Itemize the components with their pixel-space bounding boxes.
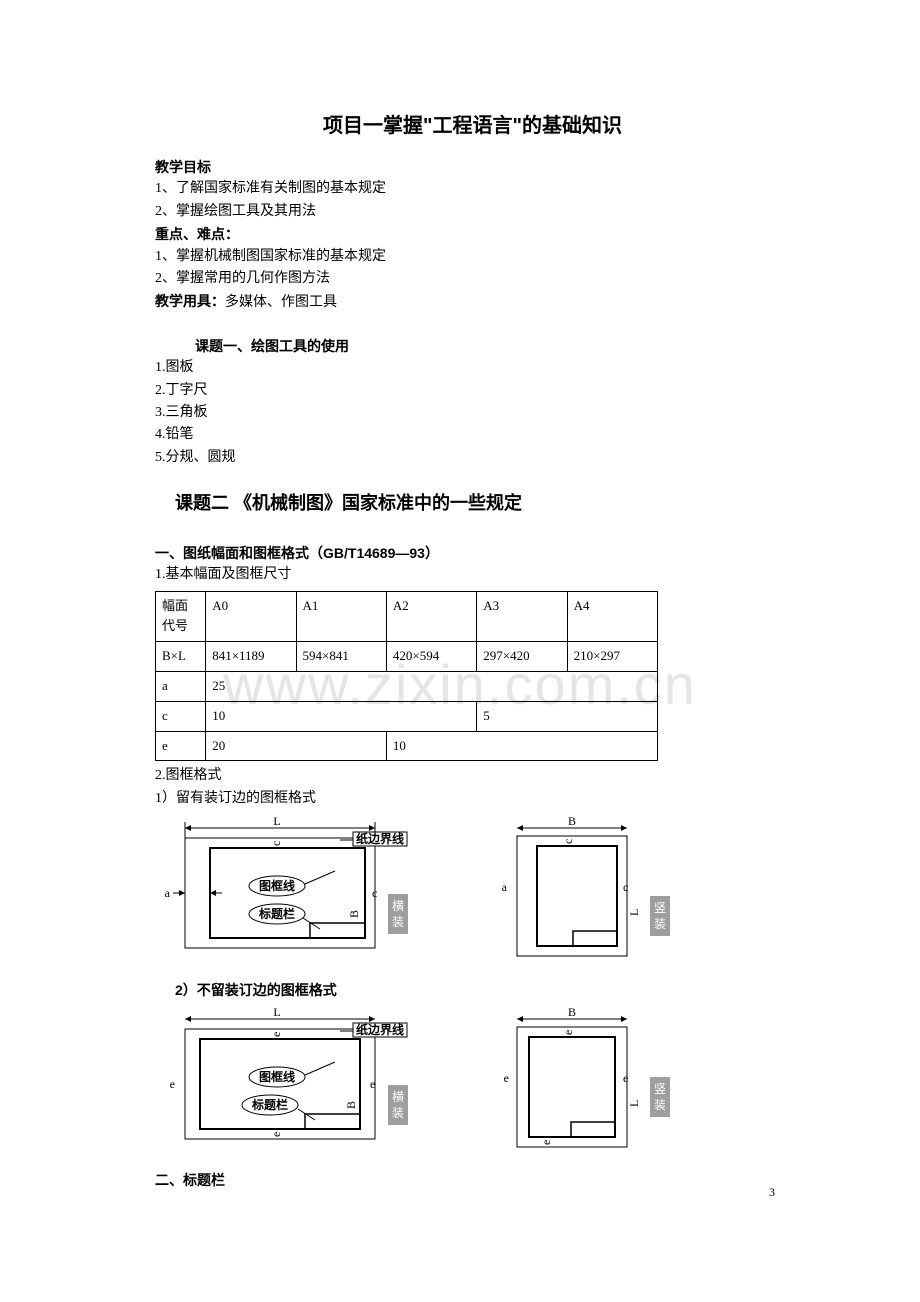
- topic1-item-1: 1.图板: [155, 357, 790, 379]
- table-cell: A0: [206, 591, 296, 642]
- focus-label: 重点、难点：: [155, 223, 790, 245]
- dim-e-left: e: [170, 1077, 175, 1091]
- dim-L: L: [273, 816, 280, 828]
- frame-line-label: 图框线: [259, 878, 295, 893]
- dim-c-right: c: [372, 886, 377, 900]
- dim-B: B: [568, 1007, 576, 1019]
- table-cell: A2: [386, 591, 476, 642]
- section2-label: 二、标题栏: [155, 1169, 790, 1191]
- dim-e-bottom: e: [539, 1140, 553, 1145]
- table-cell: 10: [386, 731, 657, 761]
- table-row: e 20 10: [156, 731, 658, 761]
- table-cell: 841×1189: [206, 642, 296, 672]
- diagram-vertical-unbound: B e e e e L 竖 装: [495, 1007, 685, 1165]
- topic1-item-5: 5.分规、圆规: [155, 447, 790, 469]
- page-content: 项目一掌握"工程语言"的基础知识 教学目标 1、了解国家标准有关制图的基本规定 …: [155, 110, 790, 1192]
- paper-size-table: 幅面代号 A0 A1 A2 A3 A4 B×L 841×1189 594×841…: [155, 591, 658, 762]
- svg-text:装: 装: [392, 915, 404, 929]
- dim-L: L: [273, 1007, 280, 1019]
- table-cell: 420×594: [386, 642, 476, 672]
- table-cell: 5: [477, 701, 658, 731]
- diagram-vertical-bound: B a c c L 竖 装: [495, 816, 685, 974]
- focus-2: 2、掌握常用的几何作图方法: [155, 268, 790, 290]
- table-cell: 594×841: [296, 642, 386, 672]
- topic1-item-3: 3.三角板: [155, 402, 790, 424]
- dim-B: B: [347, 910, 361, 918]
- dim-L: L: [627, 1100, 641, 1107]
- frame-line-label: 图框线: [259, 1069, 295, 1084]
- table-cell: 210×297: [567, 642, 657, 672]
- dim-e-top: e: [561, 1030, 575, 1035]
- svg-text:装: 装: [654, 917, 666, 931]
- svg-text:装: 装: [392, 1106, 404, 1120]
- focus-1: 1、掌握机械制图国家标准的基本规定: [155, 246, 790, 268]
- section1-sub2-item1: 1）留有装订边的图框格式: [155, 788, 790, 810]
- svg-text:竖: 竖: [654, 1082, 666, 1096]
- diagram-horizontal-bound: L B a c c 图框线 标题栏: [155, 816, 415, 964]
- table-cell: e: [156, 731, 206, 761]
- svg-text:横: 横: [392, 899, 404, 913]
- dim-L: L: [627, 909, 641, 916]
- svg-text:竖: 竖: [654, 901, 666, 915]
- table-cell: c: [156, 701, 206, 731]
- svg-text:横: 横: [392, 1090, 404, 1104]
- table-cell: a: [156, 672, 206, 702]
- page-title: 项目一掌握"工程语言"的基础知识: [155, 110, 790, 142]
- table-cell: 10: [206, 701, 477, 731]
- dim-B: B: [344, 1101, 358, 1109]
- table-row: c 10 5: [156, 701, 658, 731]
- section1-sub2-item2: 2）不留装订边的图框格式: [175, 979, 790, 1001]
- tools-text: 多媒体、作图工具: [225, 295, 337, 310]
- svg-text:装: 装: [654, 1098, 666, 1112]
- table-cell: 297×420: [477, 642, 567, 672]
- diagram-row-2: L e e e e B 图框线 标题栏 纸边界线: [155, 1007, 790, 1165]
- table-row: B×L 841×1189 594×841 420×594 297×420 210…: [156, 642, 658, 672]
- objective-2: 2、掌握绘图工具及其用法: [155, 201, 790, 223]
- table-cell: B×L: [156, 642, 206, 672]
- objective-1: 1、了解国家标准有关制图的基本规定: [155, 178, 790, 200]
- paper-edge-label: 纸边界线: [356, 831, 404, 846]
- tools-label: 教学用具：: [155, 293, 225, 309]
- dim-c-top: c: [269, 841, 283, 846]
- table-cell: A4: [567, 591, 657, 642]
- topic2-title: 课题二 《机械制图》国家标准中的一些规定: [175, 489, 790, 518]
- dim-a: a: [502, 880, 508, 894]
- dim-B: B: [568, 816, 576, 828]
- diagram-horizontal-unbound: L e e e e B 图框线 标题栏 纸边界线: [155, 1007, 415, 1155]
- table-cell: 幅面代号: [156, 591, 206, 642]
- dim-e-top: e: [269, 1032, 283, 1037]
- dim-a: a: [165, 886, 171, 900]
- title-block-label: 标题栏: [258, 906, 295, 921]
- dim-e-right: e: [370, 1077, 375, 1091]
- dim-e-left: e: [504, 1071, 509, 1085]
- section1-sublabel2: 2.图框格式: [155, 765, 790, 787]
- dim-e-bottom: e: [269, 1132, 283, 1137]
- topic1-item-4: 4.铅笔: [155, 424, 790, 446]
- dim-e-right: e: [623, 1071, 628, 1085]
- table-cell: A1: [296, 591, 386, 642]
- table-cell: A3: [477, 591, 567, 642]
- paper-edge-label: 纸边界线: [356, 1022, 404, 1037]
- section1-label: 一、图纸幅面和图框格式（GB/T14689—93）: [155, 542, 790, 564]
- table-row: 幅面代号 A0 A1 A2 A3 A4: [156, 591, 658, 642]
- title-block-label: 标题栏: [251, 1097, 288, 1112]
- dim-c-right: c: [623, 880, 628, 894]
- table-cell: 25: [206, 672, 658, 702]
- objectives-label: 教学目标: [155, 156, 790, 178]
- tools-line: 教学用具：多媒体、作图工具: [155, 290, 790, 314]
- table-row: a 25: [156, 672, 658, 702]
- topic1-title: 课题一、绘图工具的使用: [195, 335, 790, 357]
- diagram-row-1: L B a c c 图框线 标题栏: [155, 816, 790, 974]
- table-cell: 20: [206, 731, 387, 761]
- section1-sublabel: 1.基本幅面及图框尺寸: [155, 564, 790, 586]
- dim-c-top: c: [561, 839, 575, 844]
- topic1-item-2: 2.丁字尺: [155, 380, 790, 402]
